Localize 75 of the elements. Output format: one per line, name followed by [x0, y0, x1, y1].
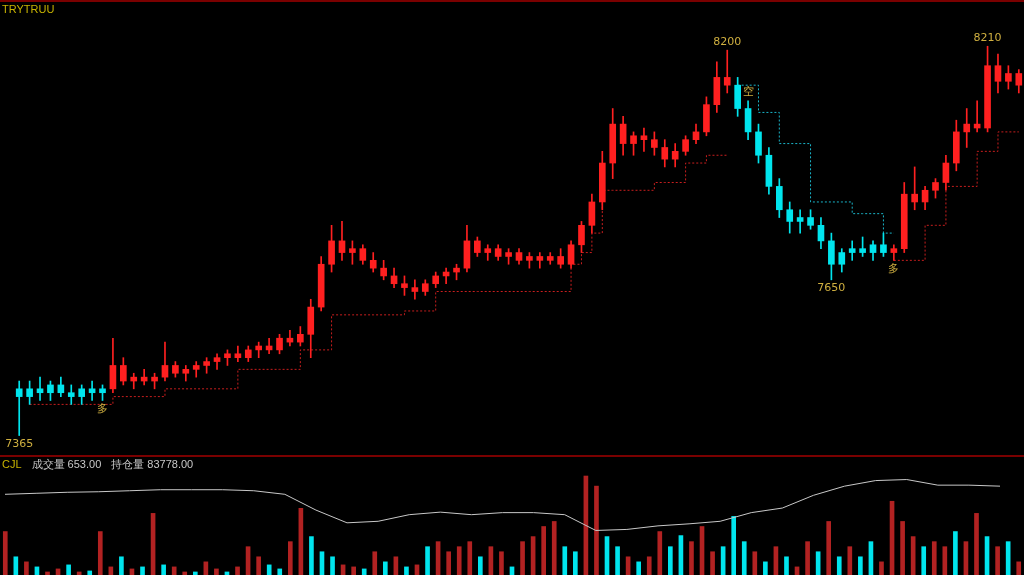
bar — [97, 531, 103, 575]
bar — [161, 564, 166, 575]
text: 持仓量 83778.00 — [111, 458, 194, 470]
bar — [214, 568, 219, 575]
bar — [594, 485, 599, 575]
text: 成交量 653.00 — [31, 458, 102, 470]
annotation: 多 — [888, 261, 900, 275]
bar — [858, 556, 863, 575]
annotation: 8200 — [713, 34, 742, 48]
bar — [361, 568, 367, 575]
bar — [76, 571, 82, 575]
bar — [942, 546, 948, 575]
bar — [995, 546, 1000, 575]
bar — [573, 551, 578, 575]
bar — [657, 531, 663, 575]
text: 7365 — [5, 436, 34, 450]
bar — [551, 521, 557, 575]
chart-title: TRYTRUU — [2, 3, 55, 15]
bar — [636, 561, 642, 575]
bar — [446, 551, 451, 575]
bar — [974, 513, 979, 575]
bar — [24, 561, 29, 575]
bar — [330, 556, 335, 575]
bar — [541, 526, 546, 575]
bar — [741, 541, 747, 575]
annotation: 多 — [97, 401, 109, 415]
bar — [256, 556, 261, 575]
bar — [668, 546, 673, 575]
bar — [646, 556, 652, 575]
bar — [710, 551, 715, 575]
bar — [499, 551, 504, 575]
bar — [752, 551, 758, 575]
bar — [309, 536, 314, 575]
annotation: 空 — [742, 85, 754, 99]
bar — [900, 521, 905, 575]
bar — [784, 556, 789, 575]
bar — [182, 571, 188, 575]
bar — [879, 561, 884, 575]
chart-title: CJL — [2, 458, 22, 470]
bar — [953, 531, 958, 575]
bar — [140, 566, 145, 575]
bar — [921, 546, 927, 575]
bar — [277, 568, 283, 575]
bar — [763, 561, 768, 575]
bar — [467, 541, 473, 575]
annotation: 7650 — [817, 281, 846, 295]
bar — [287, 541, 293, 575]
bar — [456, 546, 462, 575]
bar — [372, 551, 378, 575]
bar — [266, 564, 272, 575]
bar — [235, 566, 240, 575]
bar — [192, 571, 198, 575]
bar — [382, 561, 388, 575]
bar — [45, 571, 50, 575]
bar — [351, 566, 356, 575]
bar — [1016, 561, 1022, 575]
bar — [478, 556, 483, 575]
bar — [87, 570, 93, 575]
bar — [615, 546, 620, 575]
bar — [805, 541, 810, 575]
bar — [826, 521, 832, 575]
bar — [562, 546, 568, 575]
bar — [171, 566, 177, 575]
bar — [2, 531, 8, 575]
bar — [404, 566, 409, 575]
bar — [931, 541, 937, 575]
bar — [836, 556, 842, 575]
text: 8210 — [973, 30, 1002, 44]
bar — [520, 541, 525, 575]
bar — [425, 546, 430, 575]
bar — [66, 564, 71, 575]
bar — [119, 556, 124, 575]
bar — [689, 541, 694, 575]
bar — [731, 516, 737, 575]
bar — [847, 546, 853, 575]
